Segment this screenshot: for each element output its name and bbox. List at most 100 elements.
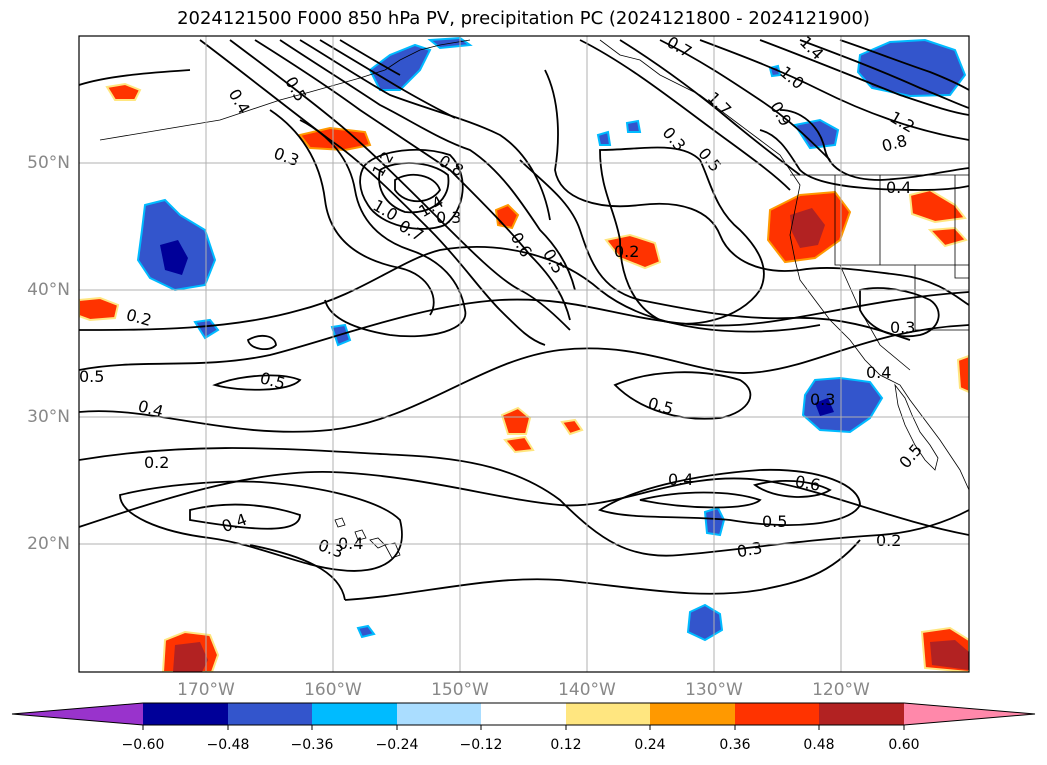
pv-contour bbox=[759, 39, 969, 116]
precip-blob bbox=[173, 642, 208, 672]
contour-label: 0.2 bbox=[614, 242, 639, 261]
colorbar-segment bbox=[143, 703, 228, 725]
lon-label-150w: 150°W bbox=[431, 680, 489, 700]
colorbar-tick-label: −0.48 bbox=[206, 737, 250, 753]
pv-contour bbox=[299, 119, 467, 338]
baja-coast bbox=[894, 383, 939, 471]
pv-contour bbox=[199, 39, 546, 346]
precip-positive-blobs bbox=[79, 82, 969, 672]
lon-label-160w: 160°W bbox=[304, 680, 362, 700]
colorbar-segment bbox=[228, 703, 312, 725]
precip-blob bbox=[801, 376, 884, 434]
lon-label-170w: 170°W bbox=[177, 680, 235, 700]
hawaii-islands bbox=[334, 517, 401, 559]
colorbar-segment bbox=[650, 703, 735, 725]
colorbar-segment bbox=[735, 703, 819, 725]
colorbar-tick-label: 0.12 bbox=[550, 737, 582, 753]
pv-contour bbox=[839, 39, 969, 91]
pv-contour bbox=[759, 129, 969, 191]
precip-blob bbox=[105, 82, 142, 101]
contour-label: 0.5 bbox=[79, 367, 104, 386]
contour-label: 0.3 bbox=[890, 318, 915, 337]
lat-label-50n: 50°N bbox=[27, 153, 70, 173]
colorbar-tick-label: −0.24 bbox=[375, 737, 419, 753]
colorbar-tick-label: 0.60 bbox=[888, 737, 920, 753]
alaska-coast bbox=[384, 39, 471, 71]
precip-blob bbox=[856, 38, 967, 98]
precip-negative-blobs bbox=[136, 36, 967, 642]
precip-blob bbox=[625, 119, 642, 133]
pv-contour bbox=[597, 468, 861, 526]
colorbar-segment bbox=[481, 703, 566, 725]
contour-label: 0.3 bbox=[810, 390, 835, 409]
pv-contour bbox=[544, 69, 969, 306]
precip-blob bbox=[930, 640, 969, 670]
state-border bbox=[914, 265, 969, 331]
precip-blob bbox=[596, 130, 612, 146]
pv-contour bbox=[79, 447, 969, 557]
pv-contour bbox=[394, 173, 441, 203]
state-border bbox=[839, 264, 911, 371]
lon-label-120w: 120°W bbox=[812, 680, 870, 700]
precip-blob bbox=[503, 435, 535, 454]
pv-contour bbox=[246, 334, 277, 351]
precip-blob bbox=[356, 624, 376, 639]
aleutian-chain bbox=[99, 69, 386, 141]
precip-blob bbox=[956, 354, 969, 394]
pv-contour bbox=[699, 39, 969, 141]
pv-contour bbox=[799, 39, 969, 109]
precip-blob bbox=[815, 398, 834, 416]
precip-blob bbox=[160, 240, 188, 275]
pv-contour bbox=[279, 39, 576, 291]
map-plot-area: 0.4 0.5 0.3 1.2 0.8 1.0 1.4 0.7 0.6 0.5 … bbox=[79, 36, 969, 672]
map-title: 2024121500 F000 850 hPa PV, precipitatio… bbox=[177, 8, 870, 29]
colorbar-segment bbox=[312, 703, 397, 725]
map-frame bbox=[78, 35, 970, 673]
pv-contour bbox=[229, 39, 571, 331]
colorbar-tick-label: 0.24 bbox=[634, 737, 666, 753]
pv-contour bbox=[254, 39, 571, 321]
precip-blob bbox=[927, 226, 968, 248]
colorbar bbox=[11, 702, 1036, 730]
lon-label-140w: 140°W bbox=[558, 680, 616, 700]
pv-contour bbox=[659, 39, 831, 161]
contour-label: 0.2 bbox=[144, 453, 169, 472]
colorbar-tick-label: −0.12 bbox=[459, 737, 503, 753]
pv-contour bbox=[619, 39, 801, 176]
colorbar-segment bbox=[397, 703, 481, 725]
pv-contour bbox=[119, 480, 403, 572]
colorbar-tick-label: 0.48 bbox=[803, 737, 835, 753]
state-border bbox=[954, 175, 969, 279]
pv-contour bbox=[859, 287, 940, 338]
lat-label-20n: 20°N bbox=[27, 534, 70, 554]
pv-contour bbox=[359, 148, 464, 230]
precip-blob bbox=[560, 418, 584, 436]
colorbar-tick-label: −0.60 bbox=[121, 737, 165, 753]
contour-label: 0.2 bbox=[876, 531, 901, 550]
pv-contour bbox=[579, 39, 791, 191]
contour-label: 0.3 bbox=[436, 208, 461, 227]
colorbar-segment bbox=[819, 703, 904, 725]
colorbar-extend-max bbox=[904, 703, 1035, 725]
pv-contour bbox=[189, 503, 301, 530]
contour-label: 0.4 bbox=[886, 178, 911, 197]
pv-contour bbox=[339, 39, 401, 76]
precip-blob bbox=[793, 118, 840, 150]
contour-label: 0.5 bbox=[762, 512, 787, 531]
pv-contour bbox=[212, 374, 302, 391]
colorbar-segment bbox=[566, 703, 650, 725]
pv-contours bbox=[79, 39, 969, 601]
colorbar-tick-label: −0.36 bbox=[290, 737, 334, 753]
lat-label-40n: 40°N bbox=[27, 280, 70, 300]
pv-contour bbox=[779, 109, 969, 181]
lat-label-30n: 30°N bbox=[27, 407, 70, 427]
colorbar-extend-min bbox=[12, 703, 143, 725]
precip-blob bbox=[500, 406, 532, 435]
precip-blob bbox=[790, 208, 825, 248]
lon-label-130w: 130°W bbox=[685, 680, 743, 700]
colorbar-tick-label: 0.36 bbox=[719, 737, 751, 753]
pv-contour bbox=[752, 480, 832, 498]
contour-label: 0.4 bbox=[668, 470, 693, 489]
pv-contour bbox=[613, 371, 752, 420]
